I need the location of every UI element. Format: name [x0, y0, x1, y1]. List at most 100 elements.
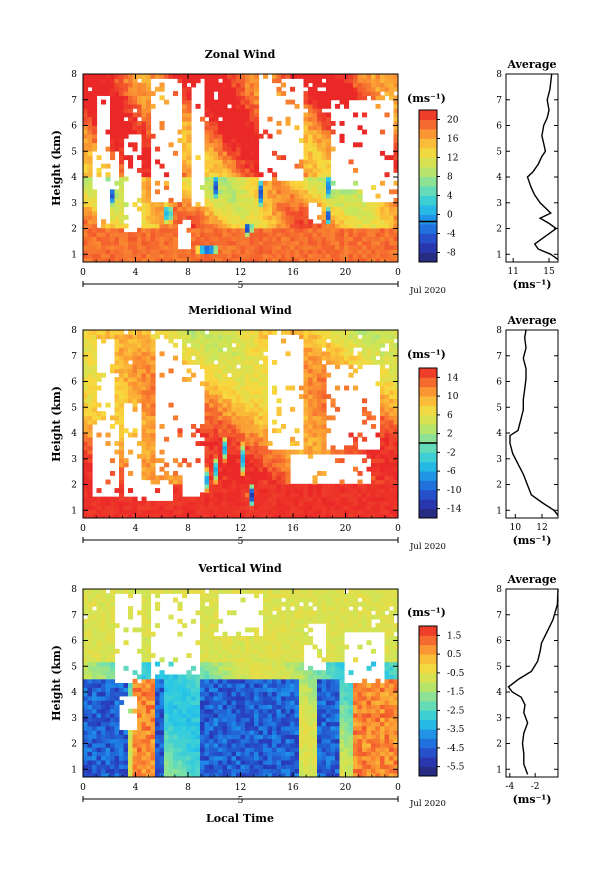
- heatmap-cell: [335, 91, 340, 96]
- heatmap-cell: [173, 241, 178, 246]
- heatmap-cell: [196, 343, 201, 348]
- heatmap-cell: [106, 91, 111, 96]
- heatmap-cell: [160, 726, 165, 731]
- heatmap-cell: [101, 241, 106, 246]
- heatmap-cell: [308, 373, 313, 378]
- heatmap-cell: [317, 360, 322, 365]
- heatmap-cell: [124, 232, 129, 237]
- average-y-tick-label: 8: [496, 326, 502, 336]
- heatmap-cell: [83, 645, 88, 650]
- heatmap-cell: [178, 484, 183, 489]
- heatmap-cell: [335, 501, 340, 506]
- heatmap-cell: [151, 441, 156, 446]
- heatmap-cell: [223, 351, 228, 356]
- heatmap-cell: [281, 91, 286, 96]
- heatmap-cell: [169, 505, 174, 510]
- heatmap-cell: [97, 249, 102, 254]
- heatmap-cell: [155, 700, 160, 705]
- heatmap-cell: [349, 159, 354, 164]
- heatmap-cell: [88, 334, 93, 339]
- heatmap-cell: [227, 159, 232, 164]
- heatmap-cell: [119, 458, 124, 463]
- heatmap-cell: [151, 202, 156, 207]
- heatmap-cell: [92, 232, 97, 237]
- heatmap-cell: [133, 83, 138, 88]
- colorbar-segment: [419, 129, 437, 139]
- heatmap-cell: [92, 619, 97, 624]
- heatmap-cell: [97, 670, 102, 675]
- heatmap-cell: [92, 356, 97, 361]
- heatmap-cell: [88, 386, 93, 391]
- heatmap-cell: [331, 501, 336, 506]
- heatmap-cell: [137, 743, 142, 748]
- heatmap-cell: [268, 168, 273, 173]
- heatmap-cell: [308, 505, 313, 510]
- heatmap-cell: [142, 704, 147, 709]
- heatmap-cell: [155, 687, 160, 692]
- heatmap-cell: [97, 649, 102, 654]
- heatmap-cell: [191, 78, 196, 83]
- heatmap-cell: [353, 467, 358, 472]
- heatmap-cell: [218, 356, 223, 361]
- heatmap-cell: [367, 484, 372, 489]
- heatmap-cell: [106, 636, 111, 641]
- heatmap-cell: [218, 241, 223, 246]
- heatmap-cell: [241, 177, 246, 182]
- heatmap-cell: [290, 488, 295, 493]
- heatmap-cell: [385, 394, 390, 399]
- heatmap-cell: [106, 657, 111, 662]
- heatmap-cell: [259, 339, 264, 344]
- heatmap-cell: [308, 189, 313, 194]
- heatmap-cell: [223, 155, 228, 160]
- heatmap-cell: [290, 219, 295, 224]
- heatmap-cell: [133, 497, 138, 502]
- heatmap-cell: [110, 228, 115, 233]
- heatmap-cell: [133, 381, 138, 386]
- heatmap-cell: [317, 351, 322, 356]
- heatmap-cell: [304, 415, 309, 420]
- heatmap-cell: [245, 330, 250, 335]
- heatmap-cell: [259, 505, 264, 510]
- heatmap-cell: [304, 390, 309, 395]
- heatmap-cell: [214, 351, 219, 356]
- heatmap-cell: [92, 509, 97, 514]
- heatmap-cell: [317, 147, 322, 152]
- heatmap-cell: [286, 245, 291, 250]
- heatmap-cell: [304, 450, 309, 455]
- heatmap-cell: [308, 168, 313, 173]
- heatmap-cell: [227, 219, 232, 224]
- heatmap-cell: [272, 177, 277, 182]
- heatmap-cell: [376, 228, 381, 233]
- heatmap-cell: [290, 492, 295, 497]
- heatmap-cell: [254, 138, 259, 143]
- heatmap-cell: [322, 484, 327, 489]
- heatmap-cell: [335, 347, 340, 352]
- heatmap-cell: [295, 125, 300, 130]
- heatmap-cell: [371, 347, 376, 352]
- heatmap-cell: [254, 100, 259, 105]
- heatmap-cell: [371, 91, 376, 96]
- heatmap-cell: [124, 121, 129, 126]
- heatmap-cell: [304, 403, 309, 408]
- heatmap-cell: [241, 112, 246, 117]
- heatmap-cell: [83, 679, 88, 684]
- heatmap-cell: [191, 241, 196, 246]
- heatmap-cell: [115, 125, 120, 130]
- heatmap-cell: [214, 467, 219, 472]
- heatmap-cell: [389, 497, 394, 502]
- heatmap-cell: [304, 437, 309, 442]
- heatmap-cell: [187, 78, 192, 83]
- heatmap-cell: [142, 475, 147, 480]
- heatmap-cell: [137, 121, 142, 126]
- heatmap-cell: [259, 492, 264, 497]
- heatmap-cell: [322, 364, 327, 369]
- heatmap-cell: [250, 480, 255, 485]
- heatmap-cell: [317, 232, 322, 237]
- heatmap-cell: [380, 441, 385, 446]
- heatmap-cell: [110, 189, 115, 194]
- heatmap-cell: [286, 480, 291, 485]
- heatmap-cell: [88, 424, 93, 429]
- heatmap-cell: [209, 398, 214, 403]
- heatmap-cell: [209, 441, 214, 446]
- heatmap-cell: [349, 497, 354, 502]
